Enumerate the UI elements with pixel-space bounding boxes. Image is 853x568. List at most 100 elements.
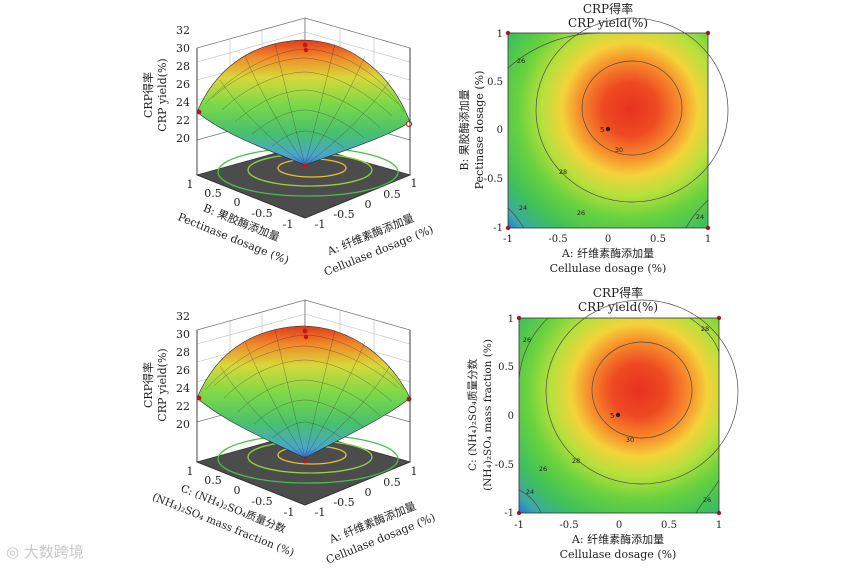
axes-lines [196, 48, 411, 219]
z-tick-label: 30 [176, 328, 190, 341]
y-tick-label: -1 [504, 508, 514, 519]
x-tick-label: -0.5 [548, 234, 567, 245]
watermark: ◎ 大数跨境 [6, 541, 84, 562]
contour-label: 26 [523, 336, 531, 344]
c-tick-label: 1 [187, 465, 194, 478]
design-point [196, 109, 202, 115]
x-tick-label: 1 [716, 520, 722, 531]
b-tick-label: 0.5 [204, 187, 222, 200]
b-tick-label: -1 [283, 218, 294, 231]
design-point [196, 395, 202, 401]
x-tick-label: -0.5 [559, 520, 578, 531]
design-point [405, 120, 413, 128]
x-tick-labels: -1 -0.5 0 0.5 1 [514, 520, 722, 531]
design-point [303, 47, 309, 53]
a-tick-label: 0.5 [383, 188, 401, 201]
b-axis-title: B: 果胶酶添加量 Pectinase dosage (%) [176, 201, 291, 267]
design-point [302, 42, 308, 48]
design-point [615, 412, 621, 418]
z-tick-label: 22 [176, 400, 190, 413]
z-tick-label: 20 [176, 132, 190, 145]
contour-lines [518, 299, 739, 514]
y-tick-label: 1 [508, 314, 514, 325]
contour-title-en: CRP yield(%) [568, 16, 648, 30]
contour-label: 28 [559, 168, 567, 176]
z-tick-label: 28 [176, 60, 190, 73]
z-tick-labels: 20 22 24 26 28 30 32 [176, 24, 190, 145]
c-axis-tick-labels: 1 0.5 0 -0.5 -1 [187, 465, 295, 519]
z-tick-label: 30 [176, 42, 190, 55]
y-axis-title-en: Pectinase dosage (%) [473, 71, 486, 190]
z-tick-label: 22 [176, 114, 190, 127]
x-tick-label: -1 [503, 234, 513, 245]
contour-label: 24 [519, 204, 527, 212]
y-tick-labels: 1 0.5 0 -0.5 -1 [495, 314, 514, 519]
x-tick-label: 0.5 [661, 520, 677, 531]
x-axis-title-en: Cellulase dosage (%) [550, 262, 667, 275]
contour-label: 26 [577, 209, 585, 217]
contour-title-zh: CRP得率 [593, 285, 643, 300]
design-point [302, 458, 308, 464]
z-tick-label: 20 [176, 418, 190, 431]
contour-value-labels: 26 30 28 26 24 24 [517, 57, 704, 221]
a-tick-label: 0 [365, 486, 372, 499]
y-tick-label: -1 [493, 223, 503, 234]
z-tick-label: 24 [176, 96, 190, 109]
a-tick-label: -1 [315, 506, 326, 519]
y-tick-labels: 1 0.5 0 -0.5 -1 [484, 29, 503, 234]
x-tick-labels: -1 -0.5 0 0.5 1 [503, 234, 711, 245]
y-tick-label: -0.5 [495, 460, 514, 471]
c-tick-label: -1 [284, 506, 295, 519]
watermark-text: 大数跨境 [23, 543, 84, 561]
z-label-en: CRP yield(%) [156, 348, 169, 421]
a-axis-tick-labels: -1 -0.5 0 0.5 1 [315, 177, 418, 231]
z-tick-labels: 20 22 24 26 28 30 32 [176, 310, 190, 431]
z-tick-label: 26 [176, 364, 190, 377]
z-label-zh: CRP得率 [141, 362, 155, 408]
center-point-count: 5 [600, 126, 604, 134]
z-tick-label: 26 [176, 78, 190, 91]
contour-label: 26 [517, 57, 525, 65]
z-label-zh: CRP得率 [141, 72, 155, 118]
design-point [302, 328, 308, 334]
surface-plot-ac: 20 22 24 26 28 30 32 CRP得率 CRP yield(%) … [141, 299, 437, 567]
b-axis-tick-labels: 1 0.5 0 -0.5 -1 [187, 178, 294, 231]
contour-label: 30 [626, 436, 634, 444]
b-tick-label: 0 [234, 196, 241, 209]
y-tick-label: 0 [508, 411, 514, 422]
contour-value-labels: 26 28 26 28 30 26 24 [523, 325, 711, 504]
a-axis-tick-labels: -1 -0.5 0 0.5 1 [315, 465, 418, 519]
x-axis-title-zh: A: 纤维素酶添加量 [561, 246, 654, 260]
axes-lines [196, 330, 411, 506]
a-tick-label: -0.5 [333, 208, 354, 221]
contour-label: 24 [696, 213, 704, 221]
a-tick-label: 0 [365, 198, 372, 211]
x-axis-title-zh: A: 纤维素酶添加量 [571, 532, 664, 546]
contour-label: 30 [615, 146, 623, 154]
y-axis-title-en: (NH₄)₂SO₄ mass fraction (%) [482, 339, 494, 491]
x-tick-label: 0 [605, 234, 611, 245]
a-tick-label: -1 [315, 218, 326, 231]
x-tick-label: -1 [514, 520, 524, 531]
z-label-en: CRP yield(%) [156, 58, 169, 131]
x-tick-label: 1 [705, 234, 711, 245]
center-point-count: 5 [610, 412, 614, 420]
a-tick-label: 0.5 [383, 476, 401, 489]
y-axis-title-zh: C: (NH₄)₂SO₄质量分数 [466, 359, 479, 471]
z-tick-label: 24 [176, 382, 190, 395]
c-tick-label: 0 [234, 484, 241, 497]
surface-mesh [204, 329, 405, 459]
x-axis-title-en: Cellulase dosage (%) [560, 548, 677, 561]
y-axis-title-zh: B: 果胶酶添加量 [457, 89, 471, 170]
c-axis-title: C: (NH₄)₂SO₄质量分数 (NH₄)₂SO₄ mass fraction… [150, 482, 295, 559]
y-tick-label: -0.5 [484, 174, 503, 185]
design-point [605, 126, 611, 132]
a-tick-label: 1 [411, 465, 418, 478]
c-tick-label: 0.5 [204, 474, 222, 487]
watermark-icon: ◎ [6, 543, 20, 561]
y-tick-label: 0.5 [498, 362, 514, 373]
design-point [302, 163, 308, 169]
contour-title-en: CRP yield(%) [578, 300, 658, 314]
design-point [406, 396, 412, 402]
